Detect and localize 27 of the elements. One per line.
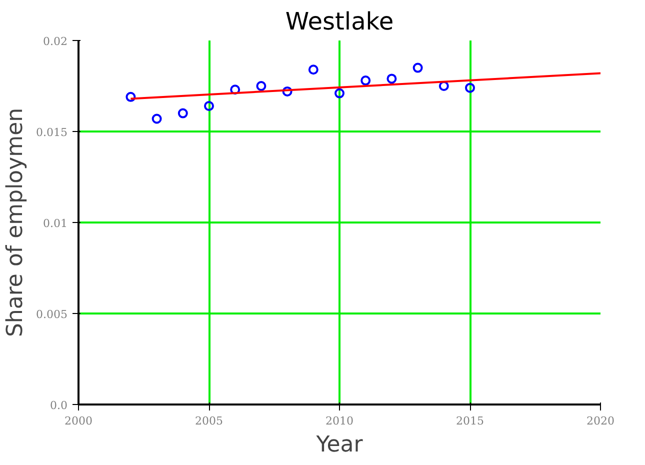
point — [204, 101, 214, 112]
point — [438, 81, 449, 91]
y-tick-label: 0.02 — [43, 35, 68, 48]
x-tick-label: 2000 — [64, 414, 93, 428]
point — [256, 81, 266, 91]
x-axis-title: Year — [315, 432, 364, 458]
x-tick-label: 2005 — [195, 414, 224, 428]
y-tick-label: 0.005 — [36, 308, 68, 321]
point — [412, 62, 423, 73]
point — [360, 76, 371, 86]
chart-title: Westlake — [285, 8, 394, 36]
x-tick-label: 2020 — [586, 414, 615, 428]
point — [178, 108, 188, 118]
point — [465, 82, 475, 93]
y-tick-label: 0.01 — [43, 217, 68, 230]
point — [386, 74, 397, 84]
y-tick-label: 0.015 — [36, 126, 68, 139]
x-tick-label: 2010 — [326, 414, 354, 428]
point — [126, 92, 136, 102]
y-tick-label: 0.0 — [50, 399, 68, 412]
point — [334, 88, 344, 98]
point — [230, 84, 240, 95]
point — [308, 64, 318, 75]
point — [282, 86, 292, 96]
x-tick-label: 2015 — [456, 414, 484, 428]
point — [152, 114, 162, 124]
y-axis-title: Share of employmen — [3, 108, 28, 338]
